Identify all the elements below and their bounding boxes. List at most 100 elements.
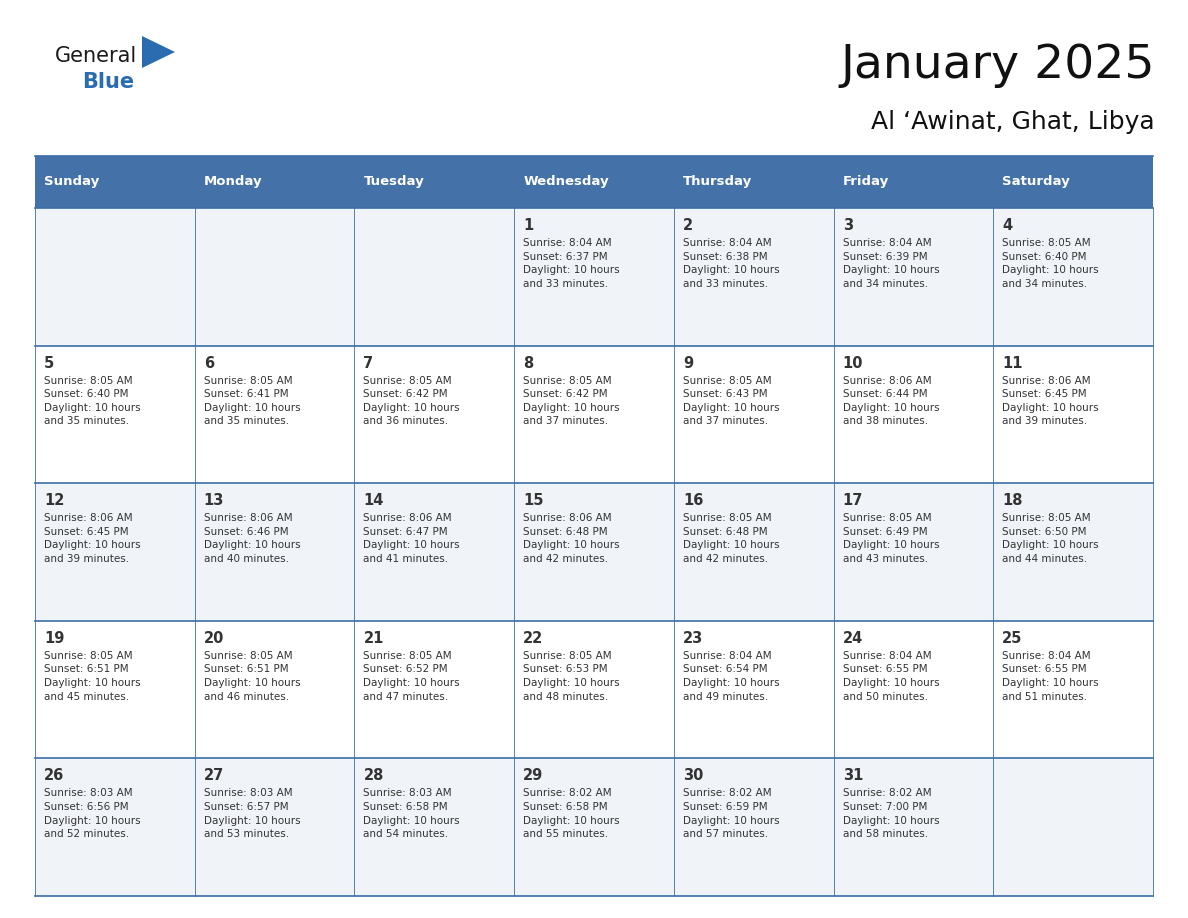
Text: General: General [55,46,138,66]
Bar [834,208,993,345]
Text: January 2025: January 2025 [840,43,1155,88]
Bar [354,483,514,621]
Bar [354,208,514,345]
Bar [195,483,354,621]
Text: Sunrise: 8:06 AM
Sunset: 6:45 PM
Daylight: 10 hours
and 39 minutes.: Sunrise: 8:06 AM Sunset: 6:45 PM Dayligh… [1003,375,1099,426]
Text: Sunrise: 8:05 AM
Sunset: 6:50 PM
Daylight: 10 hours
and 44 minutes.: Sunrise: 8:05 AM Sunset: 6:50 PM Dayligh… [1003,513,1099,564]
Bar [514,483,674,621]
Bar [34,345,195,483]
Bar [514,156,674,208]
Text: 1: 1 [523,218,533,233]
Bar [674,156,834,208]
Bar [674,758,834,896]
Bar [993,345,1154,483]
Bar [674,483,834,621]
Bar [354,345,514,483]
Text: Sunrise: 8:04 AM
Sunset: 6:55 PM
Daylight: 10 hours
and 50 minutes.: Sunrise: 8:04 AM Sunset: 6:55 PM Dayligh… [842,651,940,701]
Bar [34,758,195,896]
Text: 22: 22 [523,631,543,645]
Bar [354,758,514,896]
Text: 26: 26 [44,768,64,783]
Bar [993,758,1154,896]
Text: 4: 4 [1003,218,1012,233]
Text: Sunrise: 8:04 AM
Sunset: 6:55 PM
Daylight: 10 hours
and 51 minutes.: Sunrise: 8:04 AM Sunset: 6:55 PM Dayligh… [1003,651,1099,701]
Text: 28: 28 [364,768,384,783]
Bar [834,345,993,483]
Text: Sunrise: 8:04 AM
Sunset: 6:54 PM
Daylight: 10 hours
and 49 minutes.: Sunrise: 8:04 AM Sunset: 6:54 PM Dayligh… [683,651,779,701]
Text: Saturday: Saturday [1003,175,1070,188]
Bar [834,758,993,896]
Polygon shape [143,36,175,68]
Text: 14: 14 [364,493,384,509]
Text: Sunrise: 8:05 AM
Sunset: 6:42 PM
Daylight: 10 hours
and 36 minutes.: Sunrise: 8:05 AM Sunset: 6:42 PM Dayligh… [364,375,460,426]
Text: Tuesday: Tuesday [364,175,424,188]
Text: Sunrise: 8:05 AM
Sunset: 6:40 PM
Daylight: 10 hours
and 35 minutes.: Sunrise: 8:05 AM Sunset: 6:40 PM Dayligh… [44,375,140,426]
Text: 29: 29 [523,768,543,783]
Bar [834,621,993,758]
Text: 5: 5 [44,355,55,371]
Text: Sunrise: 8:02 AM
Sunset: 6:58 PM
Daylight: 10 hours
and 55 minutes.: Sunrise: 8:02 AM Sunset: 6:58 PM Dayligh… [523,789,620,839]
Text: 20: 20 [203,631,225,645]
Text: 30: 30 [683,768,703,783]
Text: Sunrise: 8:05 AM
Sunset: 6:51 PM
Daylight: 10 hours
and 46 minutes.: Sunrise: 8:05 AM Sunset: 6:51 PM Dayligh… [203,651,301,701]
Bar [354,156,514,208]
Text: 23: 23 [683,631,703,645]
Text: Sunrise: 8:05 AM
Sunset: 6:53 PM
Daylight: 10 hours
and 48 minutes.: Sunrise: 8:05 AM Sunset: 6:53 PM Dayligh… [523,651,620,701]
Text: Sunrise: 8:02 AM
Sunset: 7:00 PM
Daylight: 10 hours
and 58 minutes.: Sunrise: 8:02 AM Sunset: 7:00 PM Dayligh… [842,789,940,839]
Text: 2: 2 [683,218,693,233]
Text: 17: 17 [842,493,862,509]
Text: 27: 27 [203,768,225,783]
Text: Sunrise: 8:05 AM
Sunset: 6:52 PM
Daylight: 10 hours
and 47 minutes.: Sunrise: 8:05 AM Sunset: 6:52 PM Dayligh… [364,651,460,701]
Text: Sunrise: 8:06 AM
Sunset: 6:46 PM
Daylight: 10 hours
and 40 minutes.: Sunrise: 8:06 AM Sunset: 6:46 PM Dayligh… [203,513,301,564]
Bar [354,621,514,758]
Bar [834,483,993,621]
Bar [34,156,195,208]
Bar [195,156,354,208]
Text: 7: 7 [364,355,373,371]
Text: Sunrise: 8:05 AM
Sunset: 6:41 PM
Daylight: 10 hours
and 35 minutes.: Sunrise: 8:05 AM Sunset: 6:41 PM Dayligh… [203,375,301,426]
Bar [514,345,674,483]
Bar [674,208,834,345]
Bar [195,758,354,896]
Text: 8: 8 [523,355,533,371]
Text: Sunrise: 8:04 AM
Sunset: 6:37 PM
Daylight: 10 hours
and 33 minutes.: Sunrise: 8:04 AM Sunset: 6:37 PM Dayligh… [523,238,620,289]
Text: Sunrise: 8:04 AM
Sunset: 6:39 PM
Daylight: 10 hours
and 34 minutes.: Sunrise: 8:04 AM Sunset: 6:39 PM Dayligh… [842,238,940,289]
Text: 15: 15 [523,493,544,509]
Text: 13: 13 [203,493,225,509]
Text: Sunrise: 8:05 AM
Sunset: 6:43 PM
Daylight: 10 hours
and 37 minutes.: Sunrise: 8:05 AM Sunset: 6:43 PM Dayligh… [683,375,779,426]
Bar [674,621,834,758]
Text: 21: 21 [364,631,384,645]
Text: Sunrise: 8:03 AM
Sunset: 6:56 PM
Daylight: 10 hours
and 52 minutes.: Sunrise: 8:03 AM Sunset: 6:56 PM Dayligh… [44,789,140,839]
Text: 11: 11 [1003,355,1023,371]
Bar [34,208,195,345]
Bar [993,483,1154,621]
Text: Sunrise: 8:06 AM
Sunset: 6:44 PM
Daylight: 10 hours
and 38 minutes.: Sunrise: 8:06 AM Sunset: 6:44 PM Dayligh… [842,375,940,426]
Text: 16: 16 [683,493,703,509]
Text: Sunrise: 8:02 AM
Sunset: 6:59 PM
Daylight: 10 hours
and 57 minutes.: Sunrise: 8:02 AM Sunset: 6:59 PM Dayligh… [683,789,779,839]
Text: Sunrise: 8:06 AM
Sunset: 6:45 PM
Daylight: 10 hours
and 39 minutes.: Sunrise: 8:06 AM Sunset: 6:45 PM Dayligh… [44,513,140,564]
Text: 12: 12 [44,493,64,509]
Text: Wednesday: Wednesday [523,175,608,188]
Text: Friday: Friday [842,175,889,188]
Text: 9: 9 [683,355,693,371]
Text: 24: 24 [842,631,862,645]
Bar [34,483,195,621]
Text: Sunrise: 8:05 AM
Sunset: 6:40 PM
Daylight: 10 hours
and 34 minutes.: Sunrise: 8:05 AM Sunset: 6:40 PM Dayligh… [1003,238,1099,289]
Text: 18: 18 [1003,493,1023,509]
Bar [34,621,195,758]
Text: Sunrise: 8:05 AM
Sunset: 6:48 PM
Daylight: 10 hours
and 42 minutes.: Sunrise: 8:05 AM Sunset: 6:48 PM Dayligh… [683,513,779,564]
Text: Monday: Monday [203,175,263,188]
Text: Sunrise: 8:03 AM
Sunset: 6:57 PM
Daylight: 10 hours
and 53 minutes.: Sunrise: 8:03 AM Sunset: 6:57 PM Dayligh… [203,789,301,839]
Text: Sunrise: 8:04 AM
Sunset: 6:38 PM
Daylight: 10 hours
and 33 minutes.: Sunrise: 8:04 AM Sunset: 6:38 PM Dayligh… [683,238,779,289]
Bar [674,345,834,483]
Text: Sunrise: 8:05 AM
Sunset: 6:42 PM
Daylight: 10 hours
and 37 minutes.: Sunrise: 8:05 AM Sunset: 6:42 PM Dayligh… [523,375,620,426]
Text: 25: 25 [1003,631,1023,645]
Bar [195,208,354,345]
Text: Sunrise: 8:05 AM
Sunset: 6:49 PM
Daylight: 10 hours
and 43 minutes.: Sunrise: 8:05 AM Sunset: 6:49 PM Dayligh… [842,513,940,564]
Bar [514,758,674,896]
Text: Sunday: Sunday [44,175,100,188]
Bar [834,156,993,208]
Text: Sunrise: 8:03 AM
Sunset: 6:58 PM
Daylight: 10 hours
and 54 minutes.: Sunrise: 8:03 AM Sunset: 6:58 PM Dayligh… [364,789,460,839]
Bar [514,208,674,345]
Bar [195,621,354,758]
